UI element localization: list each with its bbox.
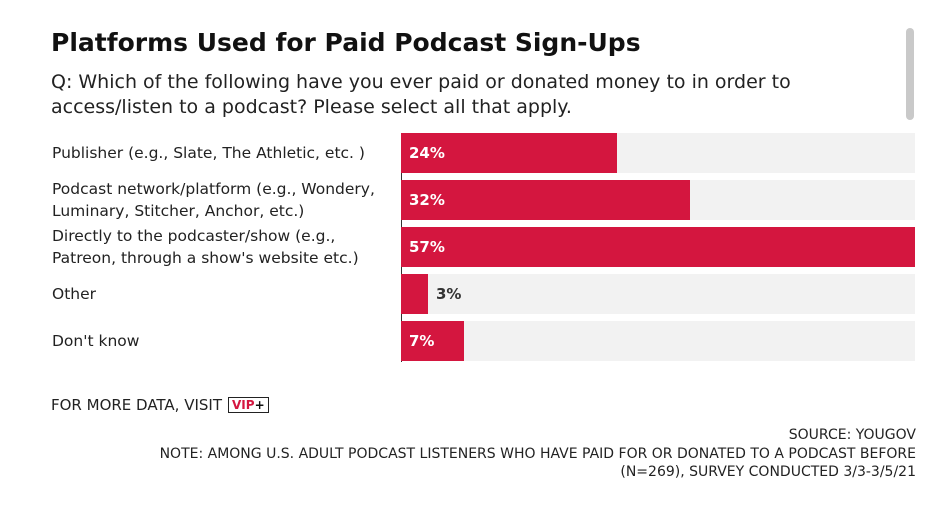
value-label: 3% xyxy=(436,285,462,303)
chart-title: Platforms Used for Paid Podcast Sign-Ups xyxy=(51,28,641,57)
category-label: Don't know xyxy=(52,332,140,350)
bar[interactable] xyxy=(401,180,690,220)
bar[interactable] xyxy=(401,227,915,267)
bar-track: 32% xyxy=(401,180,915,220)
note-line-2: (N=269), SURVEY CONDUCTED 3/3-3/5/21 xyxy=(620,464,916,480)
value-label: 24% xyxy=(409,144,445,162)
category-label: Publisher (e.g., Slate, The Athletic, et… xyxy=(52,144,365,162)
bar-track: 3% xyxy=(401,274,915,314)
vip-badge[interactable]: VIP+ xyxy=(228,397,269,413)
source-text: SOURCE: YOUGOV xyxy=(788,427,916,443)
note-line-1: NOTE: AMONG U.S. ADULT PODCAST LISTENERS… xyxy=(159,445,916,462)
bar-track: 7% xyxy=(401,321,915,361)
value-label: 7% xyxy=(409,332,435,350)
vip-badge-text: VIP xyxy=(232,398,255,412)
vip-plus: + xyxy=(254,398,265,412)
category-label: Directly to the podcaster/show (e.g., Pa… xyxy=(52,227,359,267)
more-data-text: FOR MORE DATA, VISIT xyxy=(51,396,223,414)
bar[interactable] xyxy=(401,274,428,314)
bar[interactable] xyxy=(401,133,617,173)
more-data-link[interactable]: FOR MORE DATA, VISIT VIP+ xyxy=(51,396,269,414)
bar-track: 57% xyxy=(401,227,915,267)
bar-chart: Publisher (e.g., Slate, The Athletic, et… xyxy=(52,133,915,362)
source-note: SOURCE: YOUGOV NOTE: AMONG U.S. ADULT PO… xyxy=(160,426,916,482)
category-label: Other xyxy=(52,285,97,303)
value-label: 32% xyxy=(409,191,445,209)
value-label: 57% xyxy=(409,238,445,256)
category-label: Podcast network/platform (e.g., Wondery,… xyxy=(52,180,375,220)
bar[interactable] xyxy=(401,321,464,361)
chart-subtitle: Q: Which of the following have you ever … xyxy=(51,71,791,118)
scrollbar[interactable] xyxy=(906,28,914,120)
bar-track: 24% xyxy=(401,133,915,173)
